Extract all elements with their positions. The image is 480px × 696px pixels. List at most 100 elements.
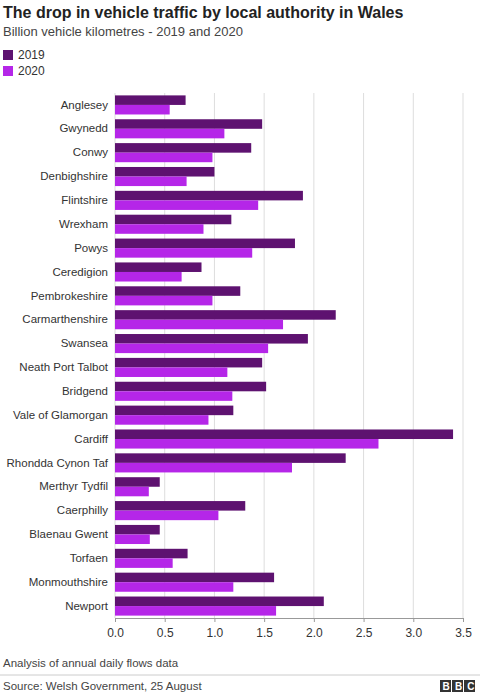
y-axis: Anglesey Gwynedd Conwy Denbighshire Flintshi…: [7, 99, 109, 612]
bar: [115, 167, 214, 177]
y-tick: Caerphilly: [57, 504, 108, 516]
x-tick-label: 0.5: [157, 626, 174, 640]
bar: [115, 525, 160, 535]
x-tick-label: 3.5: [455, 626, 472, 640]
plot: 0.00.51.01.52.02.53.03.5AngleseyGwyneddC…: [7, 93, 473, 640]
bar: [115, 391, 232, 401]
category-label: Blaenau Gwent: [29, 528, 108, 540]
bar: [115, 105, 170, 115]
subtitle: Billion vehicle kilometres - 2019 and 20…: [3, 24, 243, 39]
category-label: Caerphilly: [57, 504, 108, 516]
legend-swatch: [3, 66, 13, 76]
bar: [115, 358, 262, 368]
category-label: Torfaen: [70, 552, 108, 564]
y-tick: Merthyr Tydfil: [39, 480, 108, 492]
footnote: Analysis of annual daily flows data: [3, 657, 179, 669]
category-label: Gwynedd: [59, 122, 108, 134]
bar: [115, 415, 208, 425]
bar: [115, 534, 150, 544]
tick-mark: [314, 618, 315, 622]
category-label: Denbighshire: [40, 170, 108, 182]
chart: The drop in vehicle traffic by local aut…: [0, 0, 480, 696]
y-tick: Denbighshire: [40, 170, 108, 182]
bar: [115, 477, 160, 487]
bar: [115, 549, 188, 559]
grid: [115, 93, 463, 618]
bar: [115, 334, 308, 344]
tick-mark: [364, 618, 365, 622]
bar: [115, 153, 212, 163]
category-label: Carmarthenshire: [22, 313, 108, 325]
bar: [115, 310, 336, 320]
bar: [115, 439, 378, 449]
bar: [115, 119, 262, 129]
bar: [115, 453, 346, 463]
bar: [115, 143, 251, 153]
legend-label: 2020: [18, 64, 45, 78]
category-label: Pembrokeshire: [31, 290, 108, 302]
y-tick: Bridgend: [62, 385, 108, 397]
y-tick: Swansea: [61, 337, 109, 349]
bar: [115, 463, 292, 473]
title: The drop in vehicle traffic by local aut…: [3, 4, 403, 21]
bar: [115, 582, 233, 592]
bar: [115, 262, 202, 272]
bar: [115, 296, 212, 306]
grid-line: [363, 93, 364, 618]
y-tick: Blaenau Gwent: [29, 528, 108, 540]
bar: [115, 558, 173, 568]
x-tick: 1.5: [256, 618, 273, 640]
y-tick: Wrexham: [59, 218, 108, 230]
y-tick: Anglesey: [61, 99, 109, 111]
bar: [115, 224, 203, 234]
bar: [115, 320, 283, 330]
category-label: Bridgend: [62, 385, 108, 397]
bar: [115, 239, 295, 249]
tick-mark: [463, 618, 464, 622]
x-axis: 0.00.51.01.52.02.53.03.5: [107, 618, 472, 640]
category-label: Swansea: [61, 337, 109, 349]
x-tick: 0.0: [107, 618, 124, 640]
bar: [115, 286, 240, 296]
y-tick: Torfaen: [70, 552, 108, 564]
category-label: Conwy: [73, 146, 108, 158]
source: Source: Welsh Government, 25 August: [3, 680, 202, 692]
y-tick: Flintshire: [61, 194, 108, 206]
x-tick: 3.0: [405, 618, 422, 640]
x-tick-label: 0.0: [107, 626, 124, 640]
x-tick-label: 3.0: [405, 626, 422, 640]
logo-text: BBC: [443, 681, 480, 692]
y-tick: Cardiff: [74, 433, 108, 445]
bar: [115, 191, 303, 201]
y-tick: Powys: [74, 242, 108, 254]
bar: [115, 597, 324, 607]
x-tick: 2.5: [356, 618, 373, 640]
bar: [115, 367, 227, 377]
legend-swatch: [3, 50, 13, 60]
bar: [115, 215, 231, 225]
category-label: Wrexham: [59, 218, 108, 230]
grid-line: [413, 93, 414, 618]
x-tick-label: 1.5: [256, 626, 273, 640]
y-tick: Conwy: [73, 146, 108, 158]
grid-line: [264, 93, 265, 618]
footer-rule: [0, 675, 480, 676]
bar: [115, 200, 258, 210]
bar: [115, 511, 218, 521]
y-tick: Pembrokeshire: [31, 290, 108, 302]
category-label: Cardiff: [74, 433, 108, 445]
x-tick-label: 1.0: [207, 626, 224, 640]
legend-item: 2020: [3, 64, 45, 78]
bar: [115, 177, 187, 187]
category-label: Rhondda Cynon Taf: [7, 457, 109, 469]
x-tick-label: 2.5: [356, 626, 373, 640]
x-tick: 0.5: [157, 618, 174, 640]
x-tick: 3.5: [455, 618, 472, 640]
tick-mark: [115, 618, 116, 622]
bar: [115, 429, 453, 439]
category-label: Flintshire: [61, 194, 108, 206]
y-tick: Ceredigion: [52, 266, 108, 278]
category-label: Merthyr Tydfil: [39, 480, 108, 492]
category-label: Ceredigion: [52, 266, 108, 278]
tick-mark: [165, 618, 166, 622]
